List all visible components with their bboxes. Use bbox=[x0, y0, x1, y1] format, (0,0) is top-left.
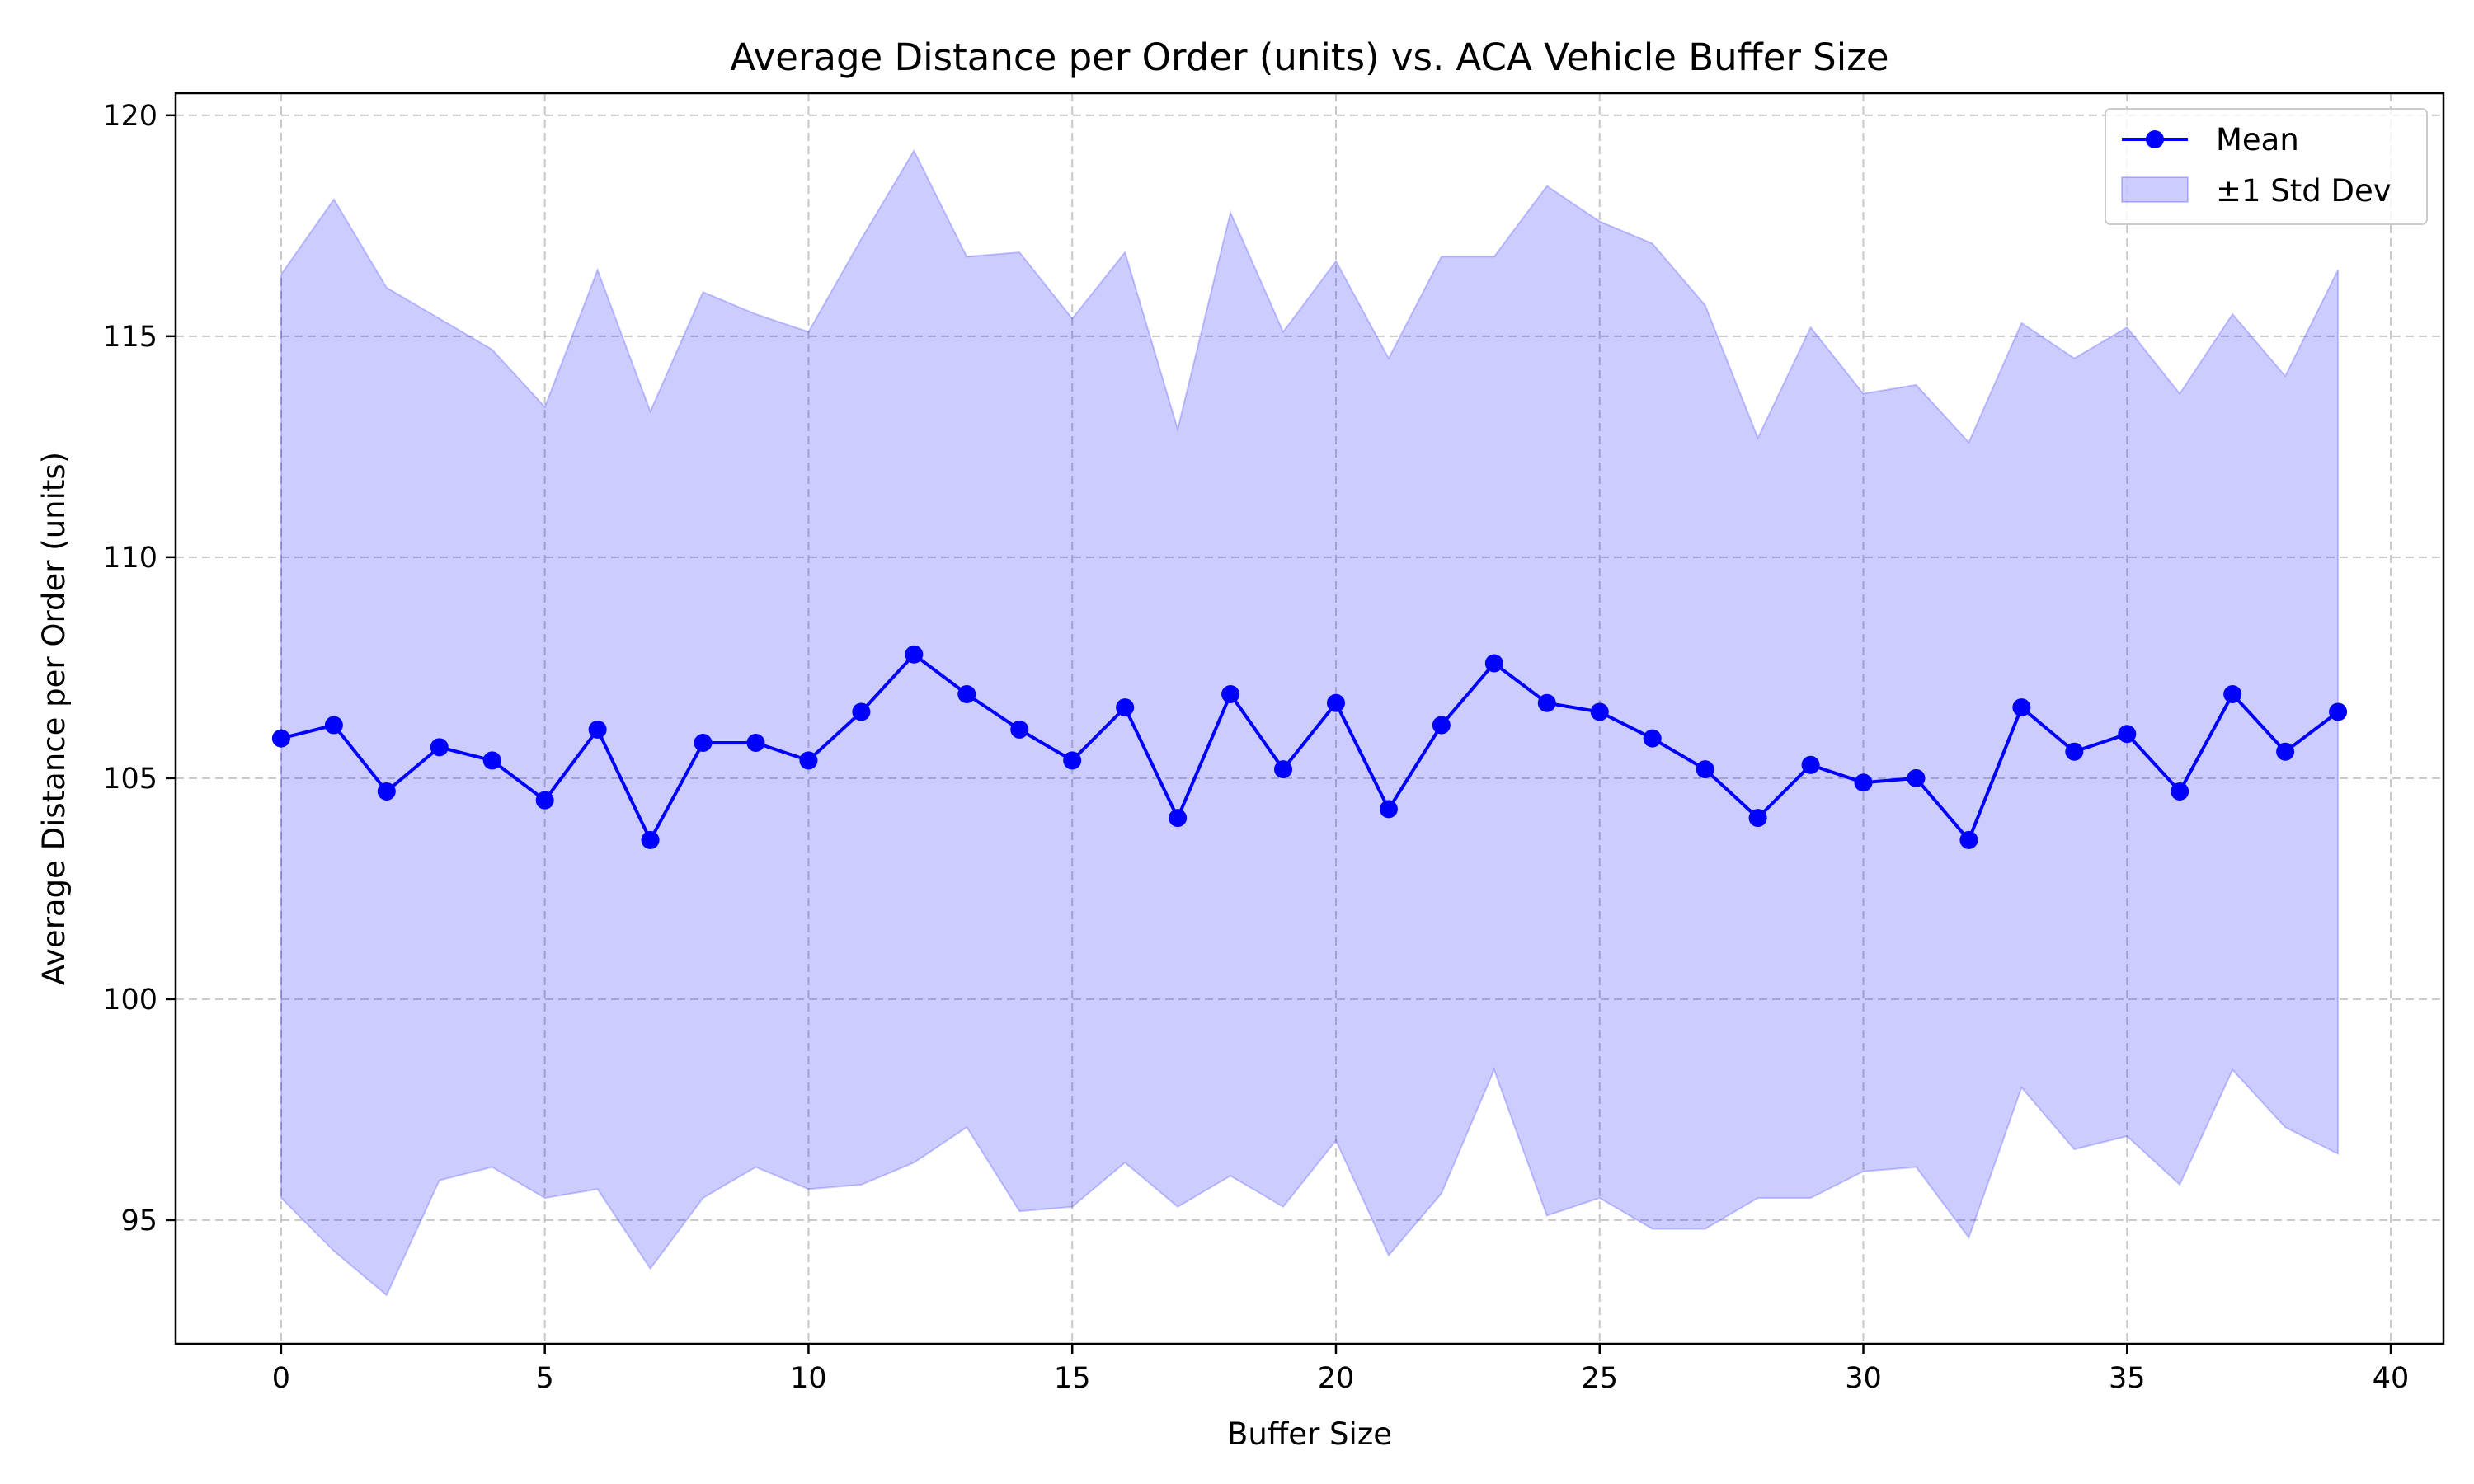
y-tick-label: 95 bbox=[120, 1205, 158, 1237]
mean-point bbox=[1274, 760, 1293, 779]
y-tick-label: 115 bbox=[102, 321, 158, 354]
mean-point bbox=[588, 720, 607, 739]
x-tick-label: 35 bbox=[2109, 1362, 2146, 1395]
mean-point bbox=[1063, 751, 1082, 770]
y-tick-label: 100 bbox=[102, 984, 158, 1017]
x-axis-label: Buffer Size bbox=[1227, 1416, 1392, 1452]
mean-point bbox=[694, 733, 713, 752]
y-tick-label: 110 bbox=[102, 542, 158, 575]
mean-point bbox=[1326, 693, 1345, 712]
mean-point bbox=[377, 782, 396, 801]
y-axis-ticks: 95 100 105 110 115 120 bbox=[102, 100, 176, 1237]
mean-point bbox=[271, 729, 290, 748]
mean-point bbox=[1959, 830, 1978, 849]
x-tick-label: 20 bbox=[1318, 1362, 1355, 1395]
mean-point bbox=[641, 830, 660, 849]
mean-point bbox=[1801, 755, 1820, 774]
mean-point bbox=[1379, 800, 1398, 819]
chart-title: Average Distance per Order (units) vs. A… bbox=[730, 35, 1888, 79]
mean-point bbox=[1748, 809, 1767, 828]
x-tick-label: 5 bbox=[536, 1362, 554, 1395]
mean-point bbox=[1484, 654, 1503, 673]
mean-point bbox=[2012, 698, 2031, 717]
mean-point bbox=[1854, 773, 1873, 792]
mean-point bbox=[1169, 809, 1188, 828]
mean-line bbox=[280, 652, 2340, 842]
mean-point bbox=[1643, 729, 1662, 748]
mean-point bbox=[324, 716, 343, 735]
mean-point bbox=[746, 733, 765, 752]
mean-point bbox=[799, 751, 818, 770]
mean-point bbox=[535, 791, 554, 810]
mean-point bbox=[2329, 702, 2348, 721]
x-tick-label: 25 bbox=[1581, 1362, 1618, 1395]
x-tick-label: 10 bbox=[790, 1362, 827, 1395]
mean-point bbox=[2223, 685, 2242, 704]
legend: Mean ±1 Std Dev bbox=[2105, 108, 2428, 225]
grid bbox=[176, 93, 2443, 1344]
x-tick-label: 15 bbox=[1054, 1362, 1091, 1395]
mean-point bbox=[957, 685, 976, 704]
x-tick-label: 40 bbox=[2373, 1362, 2410, 1395]
std-dev-band bbox=[280, 148, 2340, 1297]
legend-mean-marker bbox=[2146, 130, 2164, 148]
mean-point bbox=[2118, 725, 2137, 744]
mean-point bbox=[2065, 742, 2084, 761]
mean-point bbox=[2171, 782, 2189, 801]
mean-point bbox=[1907, 768, 1926, 787]
x-tick-label: 30 bbox=[1845, 1362, 1882, 1395]
mean-point bbox=[852, 702, 871, 721]
std-dev-band-layer bbox=[280, 148, 2340, 1297]
mean-point bbox=[1696, 760, 1714, 779]
legend-band-swatch bbox=[2121, 176, 2189, 203]
mean-line-layer bbox=[271, 645, 2348, 849]
mean-point bbox=[2276, 742, 2295, 761]
legend-band-label: ±1 Std Dev bbox=[2216, 173, 2392, 209]
mean-point bbox=[1010, 720, 1029, 739]
x-axis-ticks: 0 5 10 15 20 25 30 35 40 bbox=[272, 1344, 2410, 1395]
legend-mean-label: Mean bbox=[2216, 122, 2299, 157]
x-tick-label: 0 bbox=[272, 1362, 290, 1395]
plot-frame bbox=[174, 92, 2445, 1345]
mean-point bbox=[1590, 702, 1609, 721]
mean-point bbox=[1116, 698, 1135, 717]
mean-point bbox=[430, 738, 449, 757]
y-tick-label: 120 bbox=[102, 100, 158, 133]
y-tick-label: 105 bbox=[102, 763, 158, 796]
y-axis-label: Average Distance per Order (units) bbox=[36, 452, 72, 985]
mean-point bbox=[482, 751, 501, 770]
mean-point bbox=[1221, 685, 1240, 704]
mean-point bbox=[905, 645, 924, 664]
mean-point bbox=[1537, 693, 1556, 712]
mean-point bbox=[1432, 716, 1451, 735]
